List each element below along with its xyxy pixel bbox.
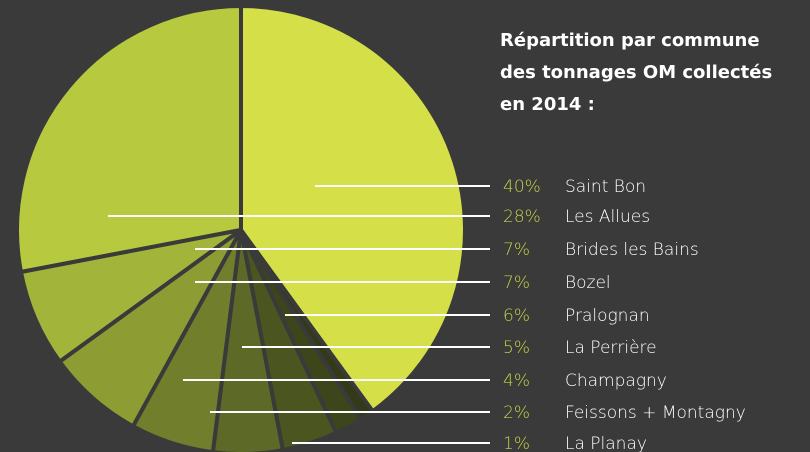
- legend-label: Pralognan: [565, 306, 650, 326]
- legend-label: La Planay: [565, 434, 647, 452]
- legend-value: 28%: [503, 207, 541, 227]
- legend-value: 1%: [503, 434, 530, 452]
- pie-slice: [239, 4, 467, 414]
- legend-value: 4%: [503, 371, 530, 391]
- legend-value: 7%: [503, 240, 530, 260]
- legend-label: Les Allues: [565, 207, 650, 227]
- legend-label: Saint Bon: [565, 177, 646, 197]
- chart-title: Répartition par commune: [500, 30, 760, 51]
- pie-slice: [131, 228, 243, 452]
- legend-label: Brides les Bains: [565, 240, 699, 260]
- chart-title: en 2014 :: [500, 94, 595, 115]
- legend-value: 5%: [503, 338, 530, 358]
- legend-value: 40%: [503, 177, 541, 197]
- legend-label: Feissons + Montagny: [565, 403, 746, 423]
- pie-slice: [15, 4, 243, 274]
- legend-label: Champagny: [565, 371, 667, 391]
- legend-value: 6%: [503, 306, 530, 326]
- legend-value: 7%: [503, 273, 530, 293]
- legend-label: La Perrière: [565, 338, 657, 358]
- legend-label: Bozel: [565, 273, 611, 293]
- legend-value: 2%: [503, 403, 530, 423]
- chart-title: des tonnages OM collectés: [500, 62, 772, 83]
